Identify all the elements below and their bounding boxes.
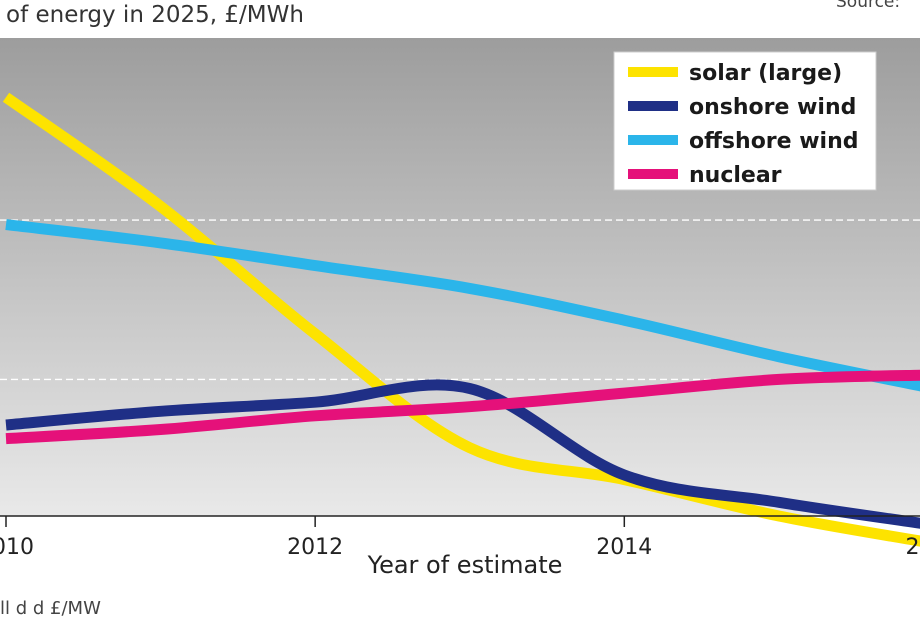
series-line-onshore-wind	[5, 379, 920, 529]
series-line-offshore-wind	[5, 219, 920, 392]
source-label: Source:	[836, 0, 901, 12]
legend-label-offshore-wind: offshore wind	[689, 129, 859, 154]
legend-label-onshore-wind: onshore wind	[689, 95, 856, 120]
x-tick-label-2016: 2016	[905, 535, 920, 560]
legend-label-nuclear: nuclear	[689, 163, 782, 188]
x-tick-label-2014: 2014	[596, 535, 652, 560]
x-tick-label-2010: 2010	[0, 535, 34, 560]
x-tick-label-2012: 2012	[287, 535, 343, 560]
legend-label-solar-large: solar (large)	[689, 61, 842, 86]
x-axis-title: Year of estimate	[367, 551, 563, 579]
series-line-nuclear	[5, 369, 920, 445]
chart-title: of energy in 2025, £/MWh	[6, 2, 304, 28]
legend: solar (large) onshore wind offshore wind nu…	[613, 51, 877, 191]
